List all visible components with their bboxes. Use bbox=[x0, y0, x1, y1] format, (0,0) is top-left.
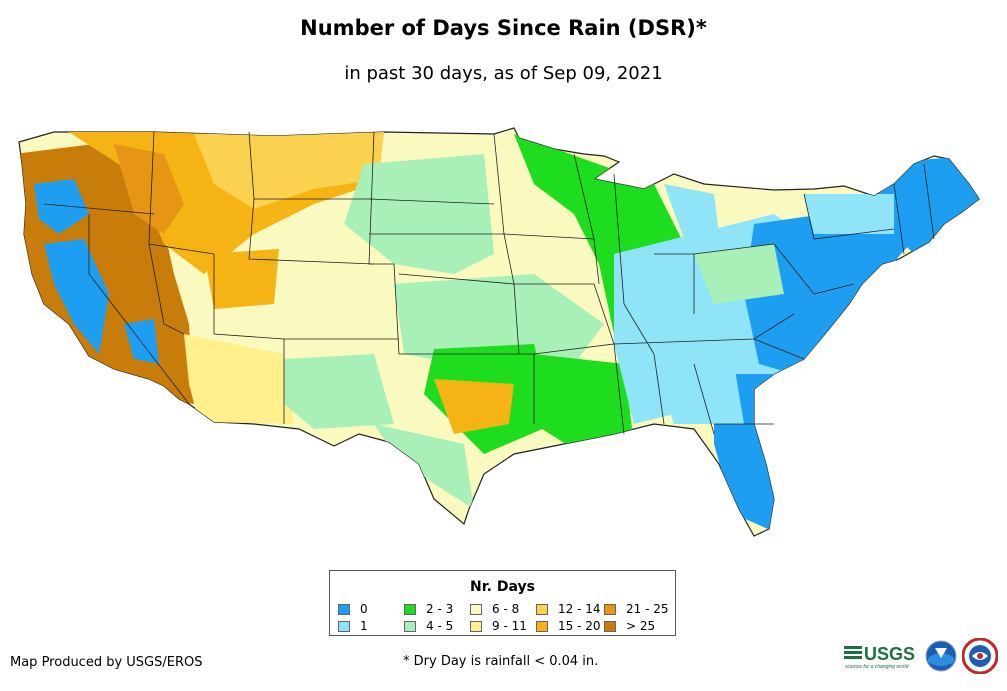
legend-item-4: 6 - 8 bbox=[470, 602, 519, 616]
legend-swatch bbox=[404, 604, 416, 615]
legend-label: 15 - 20 bbox=[558, 619, 601, 633]
region-tx-6-8 bbox=[374, 424, 474, 509]
region-michigan-1 bbox=[664, 184, 719, 239]
legend-swatch bbox=[338, 604, 350, 615]
region-tx-12-14 bbox=[434, 379, 514, 434]
legend-label: 6 - 8 bbox=[492, 602, 520, 616]
dsr-regions bbox=[19, 129, 979, 536]
usgs-logo-text: USGS bbox=[864, 644, 915, 664]
region-az-9-11 bbox=[184, 334, 294, 424]
legend-label: 1 bbox=[360, 619, 368, 633]
legend-swatch bbox=[536, 604, 548, 615]
noaa-logo bbox=[925, 640, 957, 672]
dry-day-footnote: * Dry Day is rainfall < 0.04 in. bbox=[403, 654, 599, 669]
region-co-12-14 bbox=[204, 249, 279, 309]
legend-item-2: 2 - 3 bbox=[404, 602, 453, 616]
nws-logo bbox=[962, 638, 998, 674]
region-ohio-valley-4-5 bbox=[694, 244, 784, 304]
legend-swatch bbox=[404, 621, 416, 632]
state-borders bbox=[43, 131, 935, 435]
region-nm-4-5 bbox=[284, 354, 394, 429]
us-dsr-map bbox=[18, 127, 980, 537]
legend-label: 4 - 5 bbox=[426, 619, 454, 633]
usgs-logo: USGS science for a changing world bbox=[844, 644, 915, 670]
map-subtitle: in past 30 days, as of Sep 09, 2021 bbox=[344, 63, 663, 84]
legend-item-3: 4 - 5 bbox=[404, 619, 453, 633]
legend-item-8: 21 - 25 bbox=[604, 602, 669, 616]
map-credit: Map Produced by USGS/EROS bbox=[10, 655, 203, 670]
region-lower-ms-2-3 bbox=[534, 354, 634, 449]
region-plains-4-5 bbox=[344, 154, 494, 274]
region-ny-1 bbox=[804, 194, 894, 234]
legend-label: > 25 bbox=[626, 619, 656, 633]
legend-item-7: 15 - 20 bbox=[536, 619, 601, 633]
region-idaho-21-25 bbox=[114, 144, 184, 234]
legend-swatch bbox=[338, 621, 350, 632]
map-legend: Nr. Days 0 1 2 - 3 4 - 5 6 - 8 9 - 11 12… bbox=[329, 570, 676, 636]
legend-label: 9 - 11 bbox=[492, 619, 527, 633]
legend-swatch bbox=[470, 621, 482, 632]
legend-swatch bbox=[470, 604, 482, 615]
legend-item-9: > 25 bbox=[604, 619, 655, 633]
region-ga-1 bbox=[654, 364, 744, 424]
legend-item-6: 12 - 14 bbox=[536, 602, 601, 616]
region-sierra-0 bbox=[44, 239, 109, 354]
legend-label: 2 - 3 bbox=[426, 602, 454, 616]
region-montana-12-14 bbox=[194, 132, 384, 209]
region-central-4-5 bbox=[394, 274, 604, 369]
legend-swatch bbox=[604, 621, 616, 632]
legend-label: 0 bbox=[360, 602, 368, 616]
legend-swatch bbox=[536, 621, 548, 632]
legend-label: 21 - 25 bbox=[626, 602, 669, 616]
legend-title: Nr. Days bbox=[470, 579, 535, 595]
region-east-coast-0 bbox=[744, 204, 919, 374]
usgs-tagline: science for a changing world bbox=[845, 664, 909, 670]
region-oregon-0 bbox=[34, 179, 89, 234]
legend-item-5: 9 - 11 bbox=[470, 619, 527, 633]
legend-label: 12 - 14 bbox=[558, 602, 601, 616]
legend-swatch bbox=[604, 604, 616, 615]
legend-item-0: 0 bbox=[338, 602, 368, 616]
map-title: Number of Days Since Rain (DSR)* bbox=[300, 16, 707, 40]
legend-item-1: 1 bbox=[338, 619, 368, 633]
